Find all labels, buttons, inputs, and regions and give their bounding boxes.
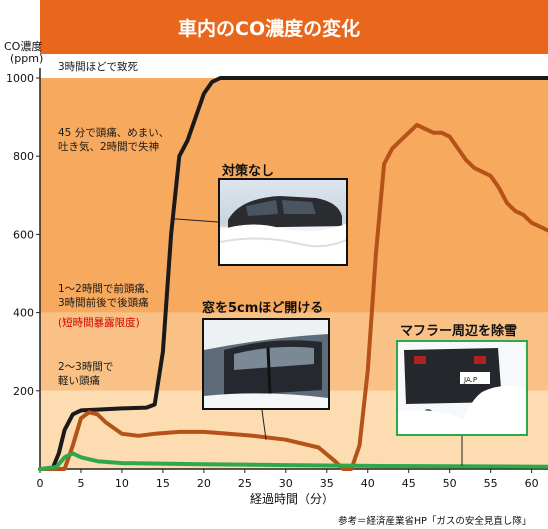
annotation-2-3h-2: 軽い頭痛 [58,375,100,387]
annotation-short-exposure-limit: (短時間暴露限度) [58,317,140,329]
annotation-1-2h-2: 3時間前後で後頭痛 [58,297,149,309]
photo-label-no-measures: 対策なし [222,164,275,179]
window-open-photo [202,318,330,410]
leader-line-window-open [261,409,267,440]
x-tick-label: 60 [525,477,539,490]
x-tick-label: 15 [156,477,170,490]
svg-text:JA.P: JA.P [463,376,477,384]
photo-label-window-open: 窓を5cmほど開ける [202,301,324,316]
x-axis-label: 経過時間（分） [250,492,335,506]
x-tick-label: 35 [320,477,334,490]
chart-title: 車内のCO濃度の変化 [178,18,361,40]
x-tick-label: 10 [115,477,129,490]
x-tick-label: 5 [77,477,84,490]
series-line-1 [38,122,548,471]
annotation-2-3h-1: 2～3時間で [58,361,114,373]
x-tick-label: 30 [279,477,293,490]
annotation-45min-1: 45 分で頭痛、めまい、 [58,127,170,139]
ylabel-line1: CO濃度 [4,40,43,53]
series-line-0 [38,76,548,471]
x-tick-label: 45 [402,477,416,490]
y-tick-label: 1000 [6,72,34,85]
x-tick-label: 20 [197,477,211,490]
annotation-45min-2: 吐き気、2時間で失神 [58,141,160,153]
car-in-snow-photo [218,178,348,266]
x-tick-label: 55 [484,477,498,490]
x-tick-label: 40 [361,477,375,490]
y-tick-label: 800 [13,150,34,163]
y-tick-label: 200 [13,385,34,398]
annotation-1-2h-1: 1～2時間で前頭痛、 [58,283,156,295]
ylabel-line2: (ppm) [10,52,44,65]
series-line-2 [38,451,548,471]
leader-lines [172,218,463,466]
x-tick-label: 50 [443,477,457,490]
y-tick-label: 600 [13,228,34,241]
x-tick-label: 25 [238,477,252,490]
leader-line-no-measures [172,218,219,223]
muffler-cleared-photo: JA.P [396,340,528,436]
photo-label-muffler-cleared: マフラー周辺を除雪 [400,324,518,339]
upper-limit-note: ※1000ppm が検知器の上限値 [398,66,538,77]
title-bar [40,0,548,54]
source-note: 参考＝経済産業省HP「ガスの安全見直し隊」 [338,516,532,527]
annotation-death: 3時間ほどで致死 [58,61,138,73]
x-tick-label: 0 [37,477,44,490]
y-tick-label: 400 [13,307,34,320]
